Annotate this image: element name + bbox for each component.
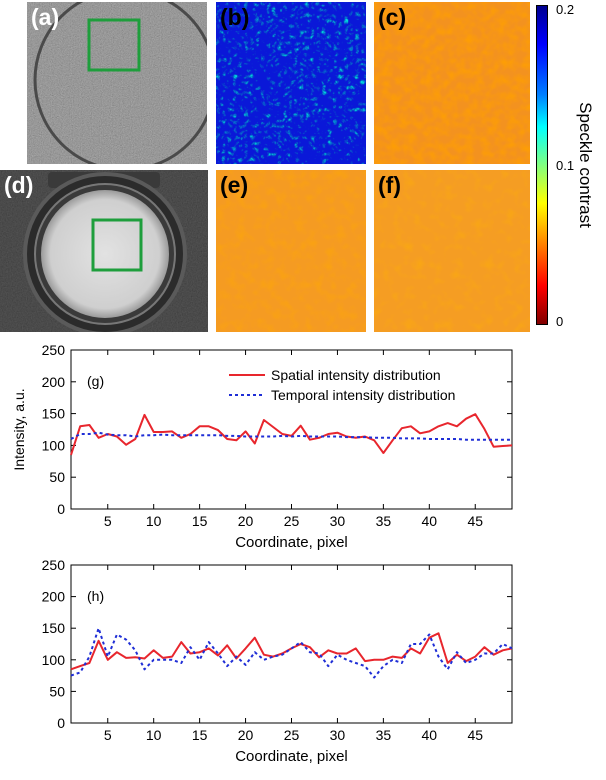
chart-g-ytick-label: 100 [42,437,66,453]
colorbar-title: Speckle contrast [576,102,595,228]
illuminated-disc [41,190,169,318]
chart-g-ytick-label: 250 [42,342,66,358]
chart-h-xtick-label: 25 [284,727,300,743]
panel-c-contrast-map [374,2,530,164]
panel-d-label: (d) [4,172,34,198]
panel-a-image [27,2,207,164]
panel-c: (c) [374,2,530,164]
panel-d-image [0,170,208,332]
chart-h-ytick-label: 0 [57,715,65,731]
chart-g-xtick-label: 20 [238,513,254,529]
panel-a-label: (a) [31,4,60,30]
panel-c-label: (c) [378,4,407,30]
panel-b-label: (b) [220,4,250,30]
chart-g-panel-label: (g) [87,373,104,389]
panel-a: (a) [27,2,207,164]
chart-g-ytick-label: 150 [42,406,66,422]
cell-boundary-circle [33,2,207,164]
legend-label-spatial: Spatial intensity distribution [271,367,441,383]
chart-g-ytick-label: 50 [49,469,65,485]
chart-h-xtick-label: 10 [146,727,162,743]
chart-h-frame [70,564,513,724]
chart-g-ytick-label: 200 [42,374,66,390]
chart-g-xtick-label: 35 [376,513,392,529]
panel-e-contrast-map [216,170,366,332]
chart-g-xtick-label: 5 [104,513,112,529]
roi-box [87,18,141,72]
panel-e: (e) [216,170,366,332]
colorbar-tick-mid: 0.1 [556,158,575,173]
panel-e-label: (e) [220,172,249,198]
panel-f: (f) [374,170,530,332]
chart-h-ytick-label: 100 [42,652,66,668]
chart-h-xtick-label: 30 [330,727,346,743]
chart-h-xtick-label: 5 [104,727,112,743]
chart-h-xlabel: Coordinate, pixel [235,748,348,765]
chart-h-xtick-label: 40 [422,727,438,743]
chart-h-xtick-label: 15 [192,727,208,743]
chart-h-xtick-label: 45 [467,727,483,743]
colorbar [536,5,548,325]
chart-h-series-spatial-line [70,632,513,671]
chart-h-series-temporal-line [70,627,513,679]
roi-box [91,218,143,272]
chart-g-ylabel: Intensity, a.u. [11,388,27,470]
chart-g-series-spatial-line [70,413,513,456]
chart-g-xtick-label: 40 [422,513,438,529]
chart-h-ytick-label: 150 [42,620,66,636]
chart-g-series-temporal-line [70,431,512,441]
panel-f-label: (f) [378,172,401,198]
chart-g-xtick-label: 30 [330,513,346,529]
chart-h-xtick-label: 20 [238,727,254,743]
panel-b: (b) [216,2,366,164]
colorbar-tick-bottom: 0 [556,314,564,329]
chart-h-panel-label: (h) [87,588,104,604]
chart-g-xlabel: Coordinate, pixel [235,534,348,551]
chart-h-xtick-label: 35 [376,727,392,743]
panel-d: (d) [0,170,208,332]
panel-f-contrast-map [374,170,530,332]
chart-g-xtick-label: 15 [192,513,208,529]
legend-label-temporal: Temporal intensity distribution [271,387,455,403]
chart-h-ytick-label: 200 [42,589,66,605]
chart-g-xtick-label: 45 [467,513,483,529]
panel-b-contrast-map [216,2,366,164]
colorbar-tick-top: 0.2 [556,2,575,17]
chart-h-ytick-label: 50 [49,683,65,699]
chart-h-ytick-label: 250 [42,557,66,573]
chart-g-xtick-label: 10 [146,513,162,529]
chart-g-ytick-label: 0 [57,501,65,517]
chart-g-xtick-label: 25 [284,513,300,529]
